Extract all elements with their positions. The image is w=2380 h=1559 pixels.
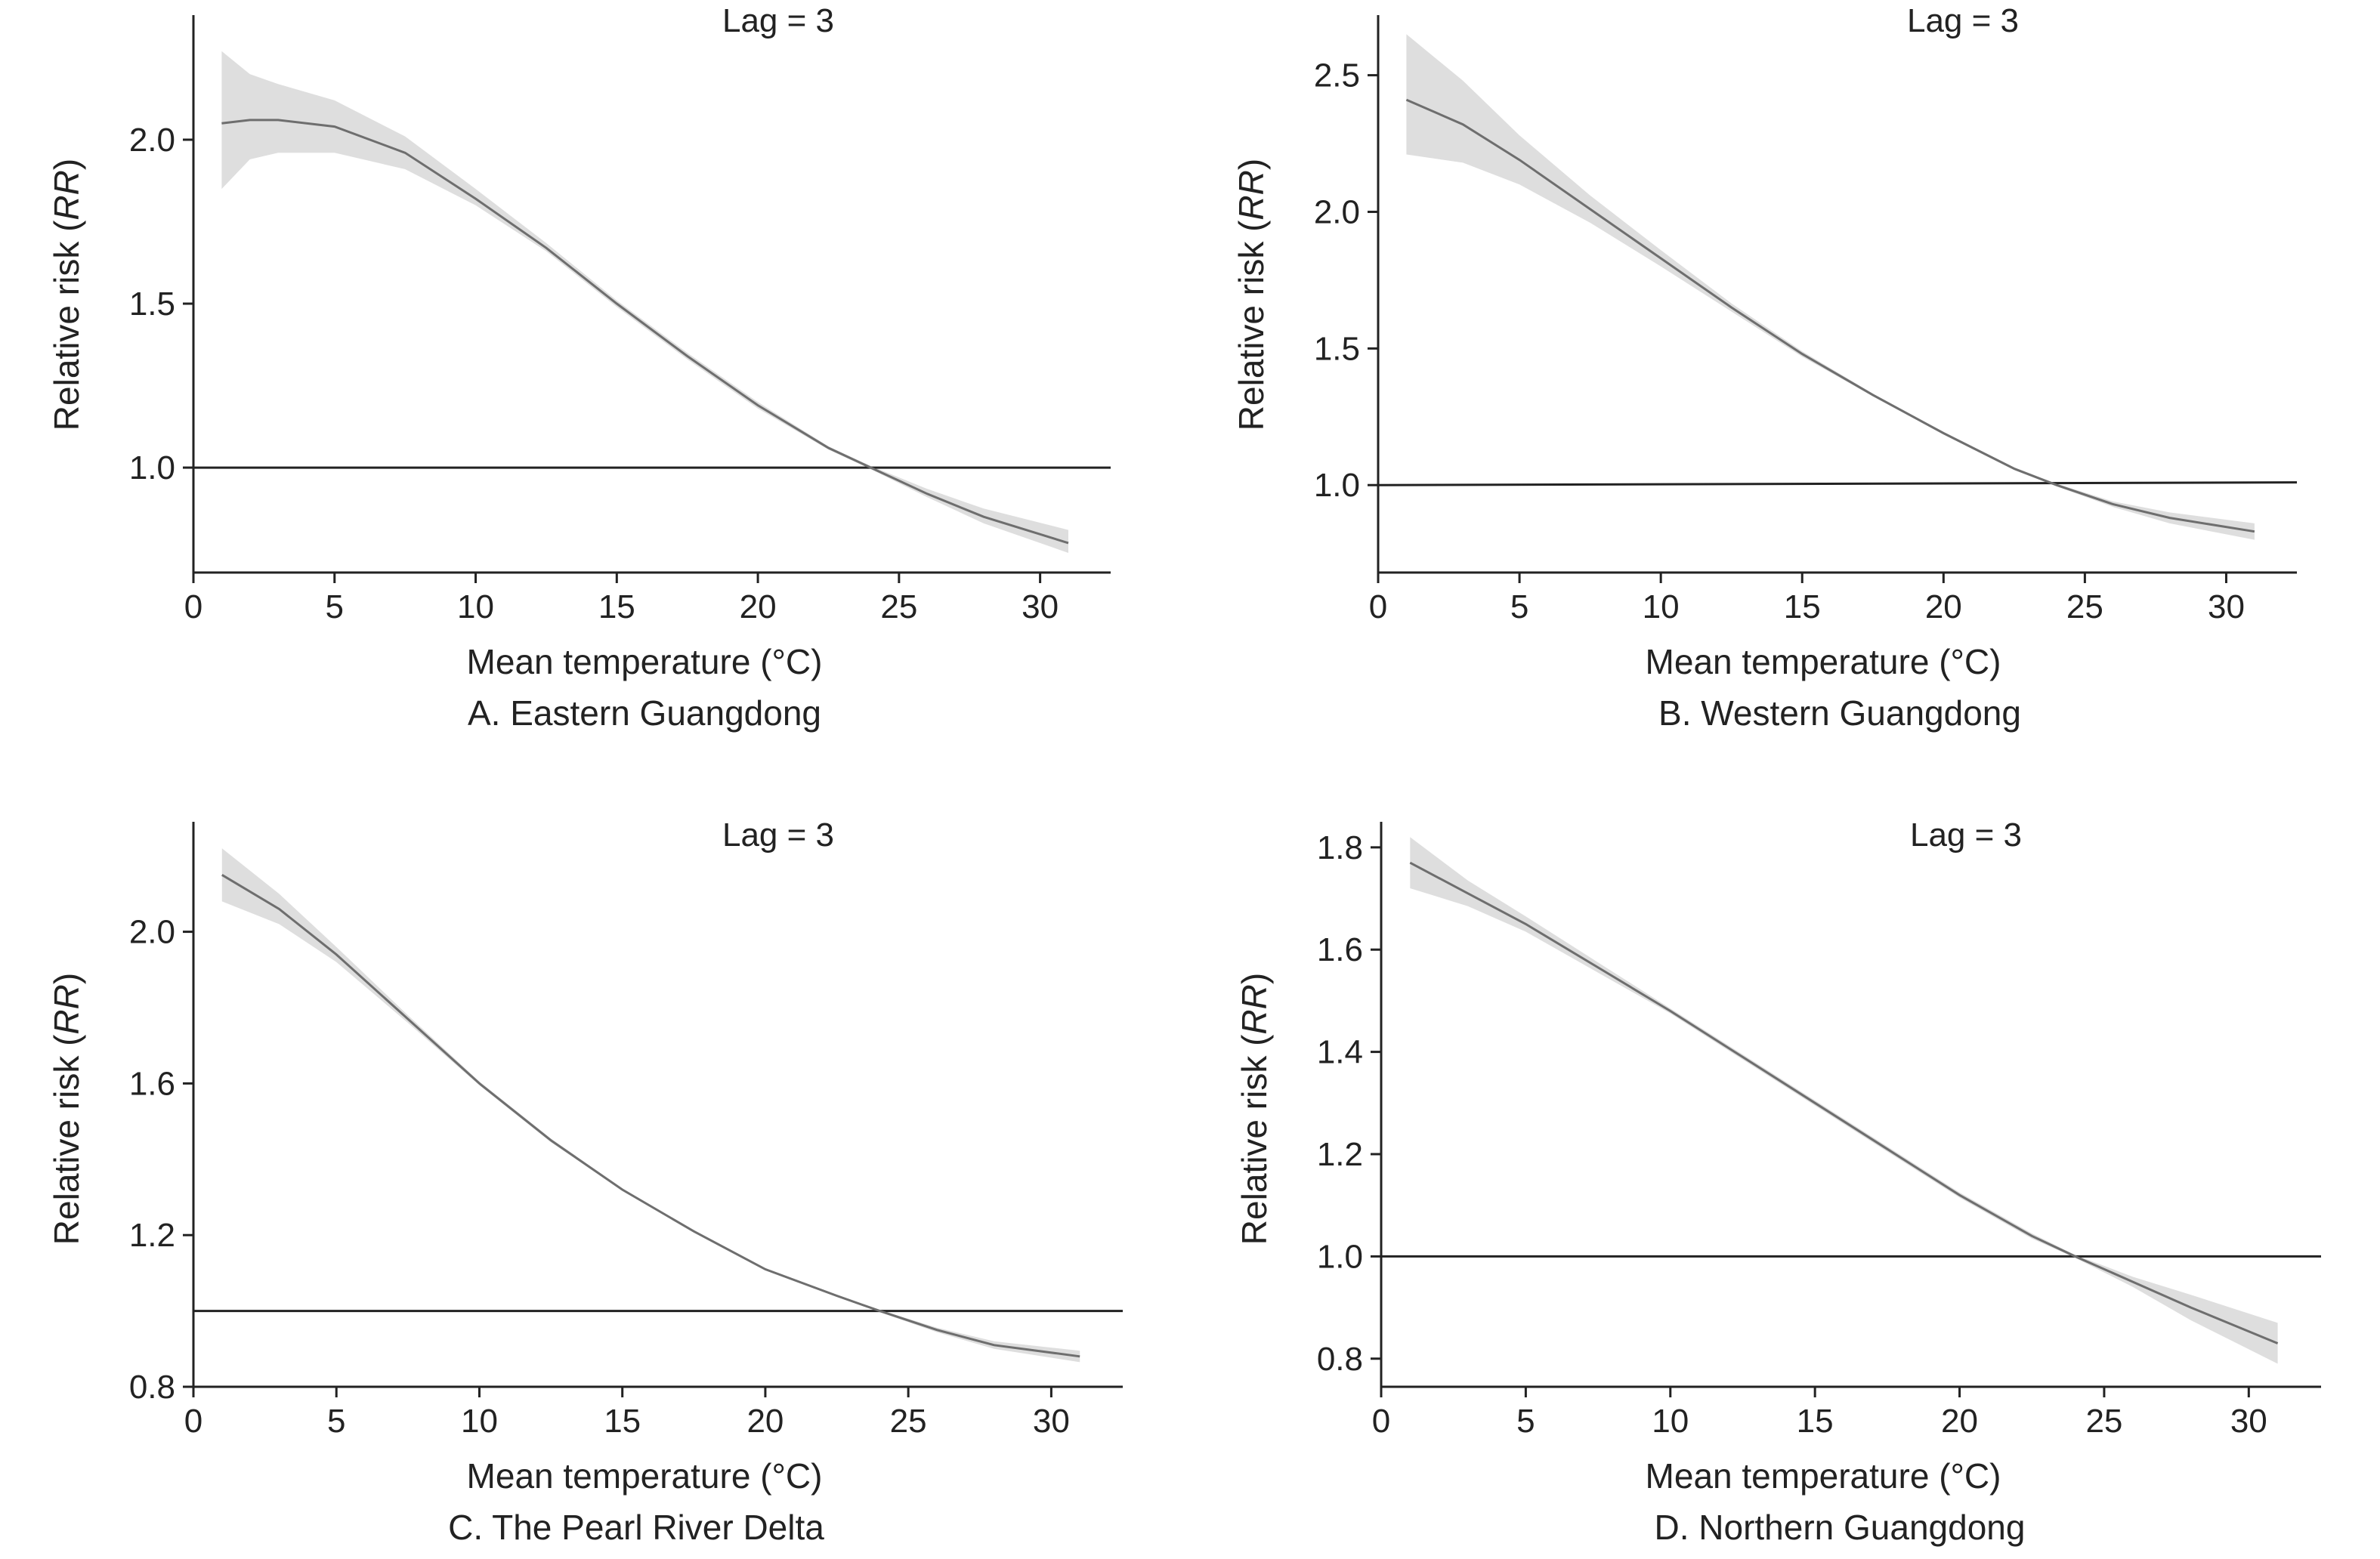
x-tick-label: 20: [1941, 1403, 1978, 1440]
risk-curve: [221, 119, 1069, 545]
y-tick-label: 1.5: [1314, 330, 1360, 367]
y-axis-title: Relative risk (RR): [47, 159, 86, 431]
x-tick-label: 0: [1369, 588, 1387, 625]
panel-b: Lag = 3 Mean temperature (°C) B. Western…: [1232, 2, 2298, 733]
x-tick-label: 25: [890, 1403, 927, 1440]
y-axis-title-suffix: ): [1232, 159, 1271, 170]
x-tick-label: 0: [1372, 1403, 1390, 1440]
confidence-band: [1406, 34, 2255, 540]
y-axis-title: Relative risk (RR): [1232, 159, 1271, 431]
y-tick-label: 1.0: [1314, 467, 1360, 504]
panel-caption: A. Eastern Guangdong: [468, 693, 821, 733]
y-tick-label: 1.6: [1317, 931, 1363, 968]
y-tick-label: 1.0: [129, 449, 175, 486]
x-tick-label: 0: [184, 1403, 202, 1440]
x-tick-label: 25: [880, 588, 917, 625]
y-axis-title-suffix: ): [47, 973, 86, 984]
x-tick-label: 10: [457, 588, 494, 625]
x-tick-label: 10: [1652, 1403, 1689, 1440]
y-tick-label: 0.8: [1317, 1341, 1363, 1378]
confidence-band: [221, 848, 1080, 1363]
x-tick-label: 30: [2208, 588, 2245, 625]
y-tick-label: 1.4: [1317, 1034, 1363, 1071]
panel-title: Lag = 3: [722, 2, 834, 39]
risk-curve: [221, 874, 1080, 1358]
x-tick-label: 15: [598, 588, 635, 625]
x-tick-label: 30: [2230, 1403, 2267, 1440]
y-axis-title-italic: RR: [47, 984, 86, 1034]
panel-caption: C. The Pearl River Delta: [448, 1508, 824, 1547]
y-axis-title-italic: RR: [1232, 170, 1271, 220]
x-tick-label: 10: [1643, 588, 1680, 625]
y-tick-label: 1.8: [1317, 829, 1363, 866]
x-tick-label: 10: [461, 1403, 498, 1440]
plot-area: 0 5 10 15 20 25 30 1.0 1.5 2.0: [129, 15, 1111, 625]
y-axis-title-prefix: Relative risk (: [47, 220, 86, 431]
y-axis-title-prefix: Relative risk (: [1235, 1034, 1274, 1245]
y-tick-label: 0.8: [129, 1369, 175, 1406]
panel-title: Lag = 3: [1907, 2, 2019, 39]
y-tick-label: 1.0: [1317, 1238, 1363, 1275]
x-tick-label: 15: [1797, 1403, 1834, 1440]
x-tick-label: 20: [746, 1403, 784, 1440]
y-axis-title-suffix: ): [1235, 973, 1274, 984]
x-tick-label: 5: [1516, 1403, 1535, 1440]
y-axis-title: Relative risk (RR): [47, 973, 86, 1245]
x-tick-label: 15: [1784, 588, 1821, 625]
risk-curve: [1405, 98, 2255, 533]
x-tick-label: 30: [1033, 1403, 1070, 1440]
confidence-band: [1410, 837, 2278, 1364]
x-tick-label: 25: [2085, 1403, 2122, 1440]
y-axis-title-prefix: Relative risk (: [47, 1034, 86, 1245]
panel-caption: B. Western Guangdong: [1658, 693, 2021, 733]
panel-a: Lag = 3 Mean temperature (°C) A. Eastern…: [47, 2, 1111, 733]
x-tick-label: 20: [740, 588, 777, 625]
x-tick-label: 30: [1022, 588, 1059, 625]
x-tick-label: 5: [326, 588, 344, 625]
panel-title: Lag = 3: [1910, 817, 2022, 854]
x-tick-label: 15: [604, 1403, 641, 1440]
y-tick-label: 1.2: [129, 1217, 175, 1254]
y-tick-label: 1.2: [1317, 1136, 1363, 1173]
x-axis-title: Mean temperature (°C): [1646, 1456, 2001, 1496]
y-tick-label: 2.0: [129, 122, 175, 159]
panel-caption: D. Northern Guangdong: [1655, 1508, 2026, 1547]
y-axis-title: Relative risk (RR): [1235, 973, 1274, 1245]
confidence-band: [221, 51, 1068, 554]
panel-c: Lag = 3 Mean temperature (°C) C. The Pea…: [47, 817, 1123, 1547]
plot-area: 0 5 10 15 20 25 30 0.8 1.2 1.6 2.0: [129, 822, 1123, 1440]
plot-area: 0 5 10 15 20 25 30 1.0 1.5 2.0 2.5: [1314, 15, 2298, 625]
reference-line: [1377, 481, 2298, 486]
y-axis-title-italic: RR: [1235, 984, 1274, 1034]
y-tick-label: 1.6: [129, 1065, 175, 1102]
y-tick-label: 2.0: [1314, 193, 1360, 230]
x-tick-label: 5: [1510, 588, 1528, 625]
x-tick-label: 5: [327, 1403, 345, 1440]
x-axis-title: Mean temperature (°C): [1646, 642, 2001, 681]
x-tick-label: 0: [184, 588, 202, 625]
y-axis-title-prefix: Relative risk (: [1232, 220, 1271, 431]
y-tick-label: 2.0: [129, 914, 175, 951]
risk-curve: [1409, 861, 2279, 1344]
y-tick-label: 2.5: [1314, 57, 1360, 94]
x-axis-title: Mean temperature (°C): [467, 642, 823, 681]
x-tick-label: 25: [2066, 588, 2103, 625]
y-tick-label: 1.5: [129, 286, 175, 323]
y-axis-title-italic: RR: [47, 170, 86, 220]
x-axis-title: Mean temperature (°C): [467, 1456, 823, 1496]
y-axis-title-suffix: ): [47, 159, 86, 170]
panel-d: Lag = 3 Mean temperature (°C) D. Norther…: [1235, 817, 2321, 1547]
x-tick-label: 20: [1925, 588, 1962, 625]
panel-title: Lag = 3: [722, 817, 834, 854]
plot-area: 0 5 10 15 20 25 30 0.8 1.0 1.2 1.4 1.6 1.8: [1317, 822, 2321, 1440]
